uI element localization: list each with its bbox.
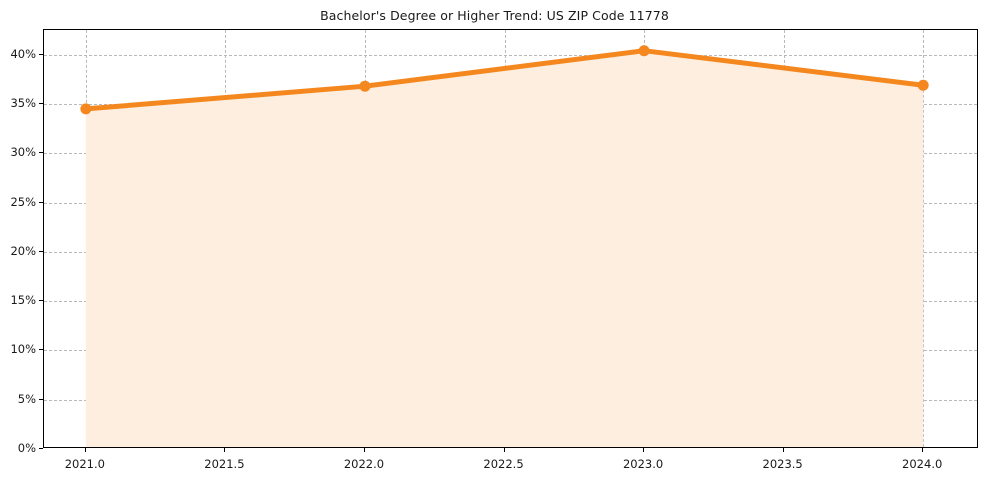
gridline-vertical xyxy=(923,30,925,447)
y-tick-label: 0% xyxy=(17,441,36,455)
x-tick-mark xyxy=(363,448,365,452)
x-tick-mark xyxy=(782,448,784,452)
data-point-marker xyxy=(638,45,650,57)
y-tick-label: 15% xyxy=(10,293,36,308)
trend-line xyxy=(83,48,926,112)
data-point-marker xyxy=(80,103,92,115)
y-tick-label: 30% xyxy=(10,145,36,160)
x-tick-label: 2021.0 xyxy=(64,457,105,471)
y-tick-mark xyxy=(39,448,43,449)
x-tick-mark xyxy=(84,448,86,452)
x-tick-label: 2022.0 xyxy=(343,457,385,471)
x-tick-mark xyxy=(643,448,645,452)
y-tick-label: 20% xyxy=(10,243,36,258)
y-tick-label: 10% xyxy=(10,342,36,357)
x-tick-label: 2023.0 xyxy=(622,457,664,471)
x-tick-label: 2024.0 xyxy=(902,457,943,471)
chart-title: Bachelor's Degree or Higher Trend: US ZI… xyxy=(320,8,669,23)
y-tick-label: 5% xyxy=(17,391,36,406)
y-tick-label: 35% xyxy=(10,95,36,110)
plot-inner xyxy=(44,30,977,447)
x-tick-label: 2022.5 xyxy=(483,457,524,471)
x-tick-mark xyxy=(503,448,505,452)
series-layer xyxy=(80,45,929,447)
data-point-marker xyxy=(917,79,929,91)
gridline-horizontal xyxy=(44,54,977,56)
y-tick-label: 25% xyxy=(10,194,36,209)
area-fill xyxy=(85,50,924,447)
x-tick-label: 2023.5 xyxy=(762,457,803,471)
x-tick-mark xyxy=(224,448,226,452)
plot-area xyxy=(43,29,978,448)
x-tick-label: 2021.5 xyxy=(204,457,245,471)
y-tick-label: 40% xyxy=(10,46,36,61)
x-tick-mark xyxy=(922,448,924,452)
data-point-marker xyxy=(359,80,371,92)
